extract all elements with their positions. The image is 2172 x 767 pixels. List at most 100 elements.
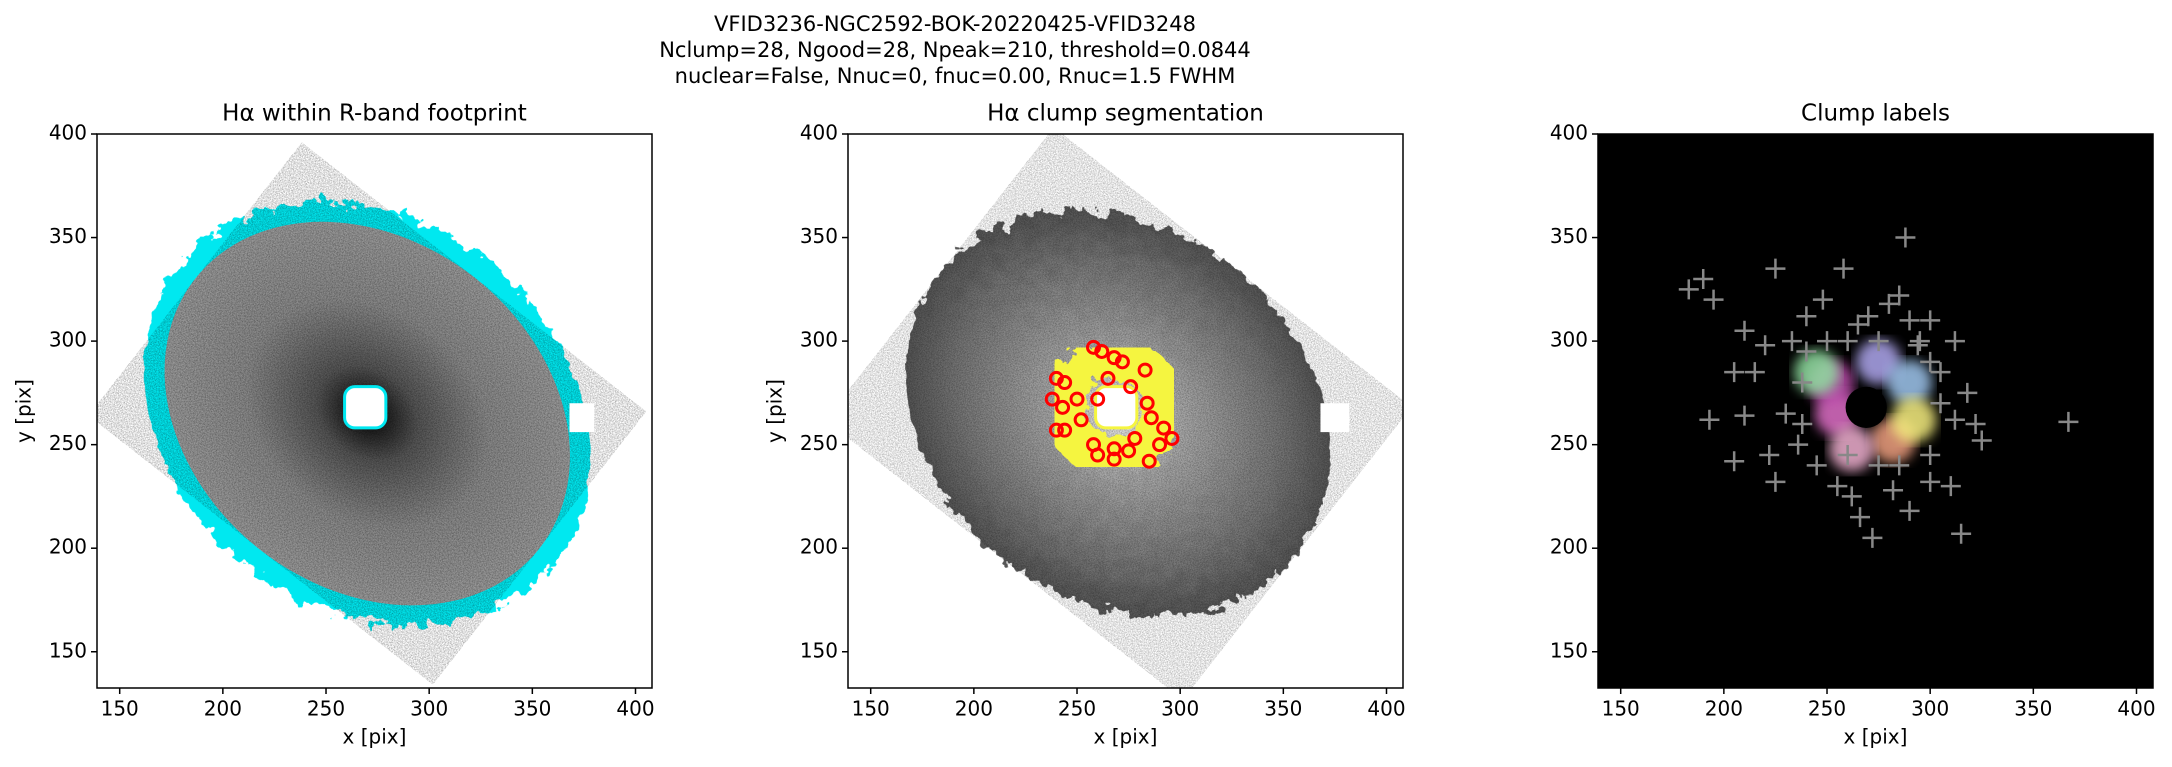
y-tick-label: 200 — [1550, 535, 1588, 559]
clump-marker — [1152, 437, 1168, 453]
y-tick-label: 250 — [1550, 431, 1588, 455]
x-tick-label: 400 — [1367, 697, 1405, 721]
clump-label-blob — [1890, 397, 1937, 443]
peak-marker — [1724, 451, 1745, 472]
clump-marker — [1044, 391, 1060, 407]
clump-label-blob — [1829, 426, 1875, 472]
peak-marker — [1678, 279, 1699, 300]
clump-marker — [1090, 447, 1106, 463]
peak-marker — [1796, 306, 1817, 327]
peak-marker — [1965, 413, 1986, 434]
masked-core — [343, 385, 388, 430]
clump-marker — [1100, 370, 1116, 386]
y-axis-label: y [pix] — [763, 379, 787, 443]
peak-marker — [1930, 362, 1951, 383]
plot-area — [144, 201, 595, 626]
peak-marker — [1796, 341, 1817, 362]
peak-marker — [1755, 335, 1776, 356]
x-tick-label: 200 — [204, 697, 242, 721]
peak-marker — [1868, 331, 1889, 352]
peak-marker — [1837, 445, 1858, 466]
peak-marker — [1724, 362, 1745, 383]
peak-marker — [1792, 413, 1813, 434]
clump-marker — [1069, 391, 1085, 407]
y-tick-label: 250 — [49, 431, 87, 455]
y-tick-label: 200 — [49, 535, 87, 559]
peak-marker — [1759, 445, 1780, 466]
peak-marker — [1788, 434, 1809, 455]
clump-label-blob — [1794, 349, 1840, 395]
peak-marker — [1734, 405, 1755, 426]
peak-marker — [1703, 289, 1724, 310]
clump-marker — [1106, 441, 1122, 457]
peak-marker — [1699, 409, 1720, 430]
peak-marker — [1930, 393, 1951, 414]
clump-marker — [1141, 453, 1157, 469]
peak-marker — [1868, 455, 1889, 476]
clump-marker — [1057, 375, 1073, 391]
x-tick-label: 350 — [513, 697, 551, 721]
peak-marker — [1775, 403, 1796, 424]
peak-marker — [1812, 289, 1833, 310]
clump-marker — [1057, 422, 1073, 438]
clump-marker — [1048, 422, 1064, 438]
peak-marker — [1895, 227, 1916, 248]
clump-marker — [1143, 410, 1159, 426]
suptitle: VFID3236-NGC2592-BOK-20220425-VFID3248 — [714, 12, 1196, 36]
x-axis-label: x [pix] — [343, 725, 407, 749]
peak-marker — [1744, 362, 1765, 383]
peak-marker — [1817, 331, 1838, 352]
y-tick-label: 400 — [49, 121, 87, 145]
x-tick-label: 250 — [1058, 697, 1096, 721]
clump-marker — [1073, 412, 1089, 428]
peak-marker — [1907, 335, 1928, 356]
clump-marker — [1106, 451, 1122, 467]
peak-marker — [1971, 430, 1992, 451]
x-tick-label: 300 — [410, 697, 448, 721]
clump-marker — [1055, 399, 1071, 415]
masked-core — [1094, 385, 1139, 430]
x-tick-label: 350 — [2014, 697, 2052, 721]
peak-marker — [1862, 527, 1883, 548]
x-tick-label: 150 — [852, 697, 890, 721]
clump-marker — [1164, 430, 1180, 446]
peak-marker — [1899, 310, 1920, 331]
clump-marker — [1127, 430, 1143, 446]
y-tick-label: 150 — [1550, 638, 1588, 662]
peak-marker — [1889, 285, 1910, 306]
peak-marker — [1920, 471, 1941, 492]
peak-marker — [1693, 268, 1714, 289]
peak-marker — [1883, 480, 1904, 501]
clump-marker — [1139, 395, 1155, 411]
y-tick-label: 350 — [1550, 224, 1588, 248]
y-tick-label: 200 — [800, 535, 838, 559]
peak-marker — [1944, 409, 1965, 430]
peak-marker — [1889, 455, 1910, 476]
peak-marker — [1920, 445, 1941, 466]
x-tick-label: 300 — [1161, 697, 1199, 721]
peak-marker — [1940, 476, 1961, 497]
y-tick-label: 350 — [800, 224, 838, 248]
clump-marker — [1156, 420, 1172, 436]
peak-marker — [1847, 314, 1868, 335]
peak-marker — [1833, 258, 1854, 279]
x-tick-label: 350 — [1264, 697, 1302, 721]
y-tick-label: 350 — [49, 224, 87, 248]
x-tick-label: 150 — [101, 697, 139, 721]
clump-label-blob — [1886, 359, 1933, 406]
masked-core — [1845, 386, 1887, 429]
peak-marker — [1765, 258, 1786, 279]
masked-star — [569, 403, 595, 433]
x-tick-label: 150 — [1602, 697, 1640, 721]
peak-marker — [1878, 293, 1899, 314]
axes-title: Hα clump segmentation — [987, 101, 1264, 127]
peak-marker — [1920, 310, 1941, 331]
y-tick-label: 150 — [800, 638, 838, 662]
x-axis-label: x [pix] — [1094, 725, 1158, 749]
axes-frame — [1597, 133, 2154, 689]
y-tick-label: 400 — [1550, 121, 1588, 145]
peak-marker — [1792, 372, 1813, 393]
clump-marker — [1137, 362, 1153, 378]
peak-marker — [1858, 306, 1879, 327]
clump-region — [1044, 337, 1185, 478]
